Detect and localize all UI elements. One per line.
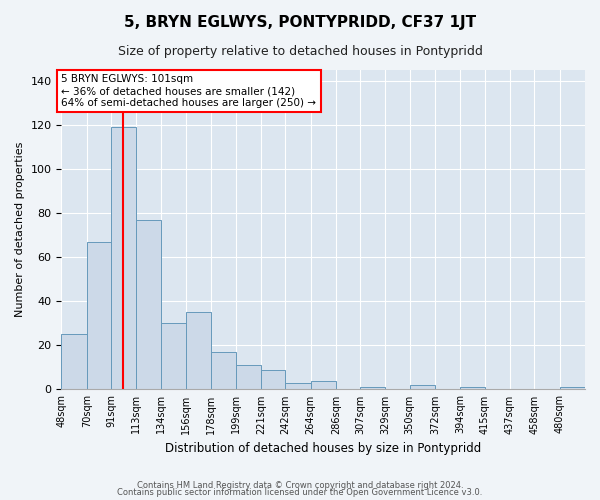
Bar <box>261 370 285 390</box>
Text: Contains public sector information licensed under the Open Government Licence v3: Contains public sector information licen… <box>118 488 482 497</box>
Bar <box>186 312 211 390</box>
Text: 5 BRYN EGLWYS: 101sqm
← 36% of detached houses are smaller (142)
64% of semi-det: 5 BRYN EGLWYS: 101sqm ← 36% of detached … <box>61 74 316 108</box>
Text: 5, BRYN EGLWYS, PONTYPRIDD, CF37 1JT: 5, BRYN EGLWYS, PONTYPRIDD, CF37 1JT <box>124 15 476 30</box>
Bar <box>236 365 261 390</box>
Bar <box>560 387 585 390</box>
Bar <box>360 387 385 390</box>
Bar <box>311 380 336 390</box>
Bar <box>161 324 186 390</box>
Bar <box>285 383 311 390</box>
Text: Contains HM Land Registry data © Crown copyright and database right 2024.: Contains HM Land Registry data © Crown c… <box>137 480 463 490</box>
Text: Size of property relative to detached houses in Pontypridd: Size of property relative to detached ho… <box>118 45 482 58</box>
X-axis label: Distribution of detached houses by size in Pontypridd: Distribution of detached houses by size … <box>165 442 481 455</box>
Bar <box>136 220 161 390</box>
Bar <box>211 352 236 390</box>
Bar <box>111 128 136 390</box>
Bar <box>460 387 485 390</box>
Bar <box>87 242 111 390</box>
Y-axis label: Number of detached properties: Number of detached properties <box>15 142 25 318</box>
Bar <box>410 385 435 390</box>
Bar <box>61 334 87 390</box>
